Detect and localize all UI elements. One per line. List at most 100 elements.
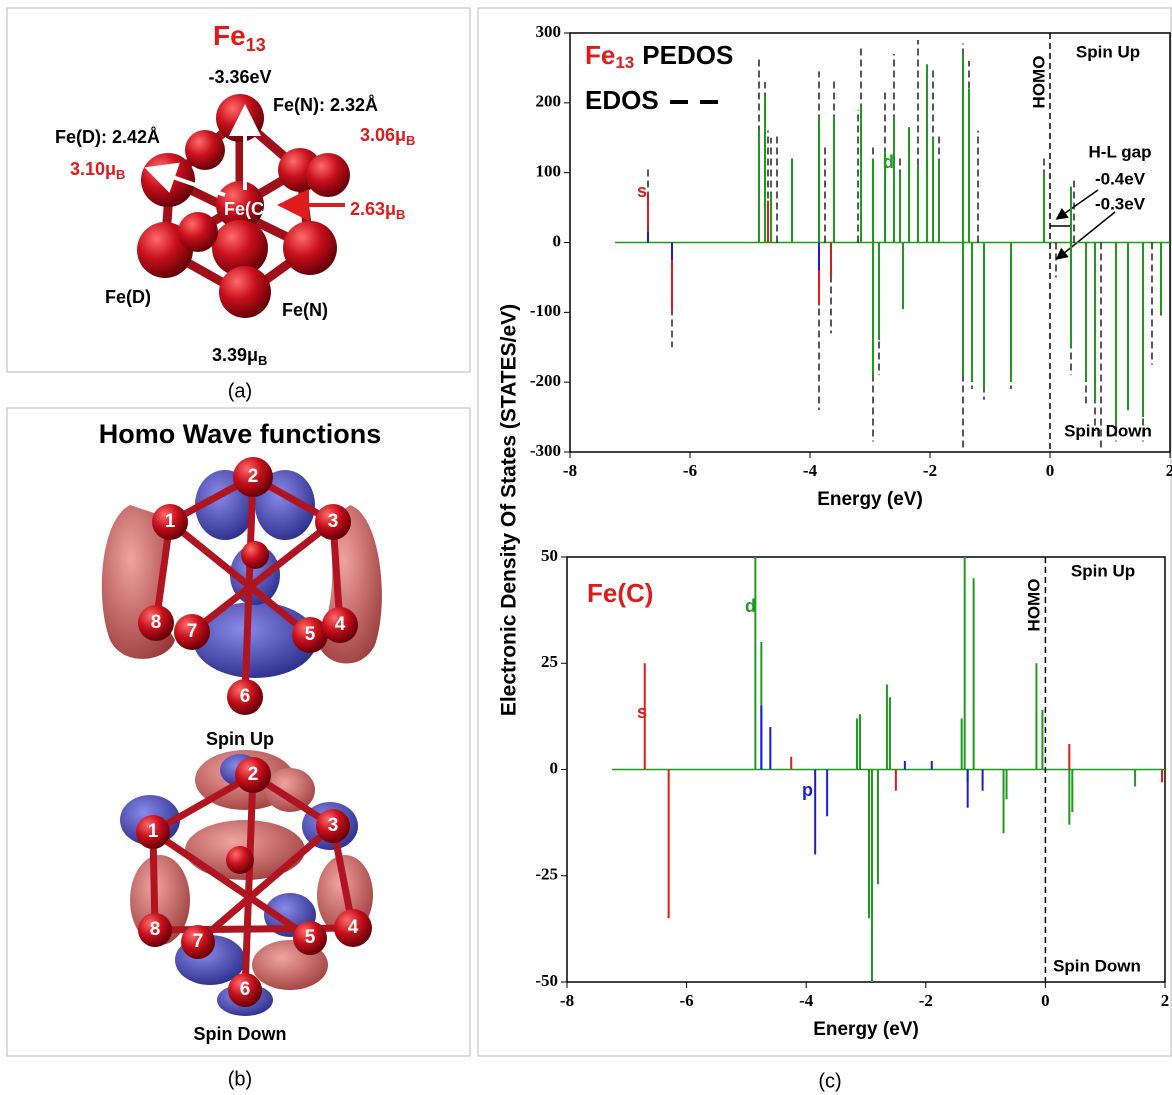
center-label: Fe(C) [224,199,270,219]
x-tick-label: -6 [683,461,697,480]
atom-number: 7 [187,621,198,642]
x-tick-label: -4 [799,991,814,1010]
legend-text: EDOS [585,85,659,115]
site-d: Fe(D) [105,287,151,307]
series-label: d [883,152,894,172]
spin-up-label: Spin Up [206,729,274,749]
atom-number: 4 [335,614,346,635]
annotation: -0.3eV [1095,194,1146,213]
title-sub: 13 [246,35,266,55]
series-label: p [802,780,813,800]
moment-value: 3.10μ [70,159,116,179]
x-tick-label: -6 [680,991,694,1010]
y-tick-label: 0 [550,758,559,777]
bond-d: Fe(D): 2.42Å [55,127,160,147]
chart-title: Fe(C) [587,578,653,608]
panel-borders [6,7,1172,1057]
atom-number: 5 [305,624,316,645]
atom-number: 6 [240,686,251,707]
x-tick-label: -2 [919,991,933,1010]
moment-unit: B [406,133,415,148]
annotation: Spin Down [1064,421,1152,440]
gap-arrows [1050,189,1116,260]
atom-number: 3 [328,815,339,836]
panel-label: (b) [228,1068,252,1090]
moment-value: 3.39μ [212,345,258,365]
y-tick-label: -25 [535,865,558,884]
annotation: HOMO [1029,56,1048,109]
x-tick-label: 0 [1041,991,1050,1010]
y-axis-label: Electronic Density Of States (STATES/eV) [498,304,521,716]
moment-unit: B [258,353,267,368]
moment: 3.39μB [212,345,267,369]
atom-number: 1 [165,511,176,532]
moment: 3.06μB [360,125,415,149]
energy: -3.36eV [208,67,271,87]
annotation: HOMO [1024,579,1043,632]
x-tick-label: -8 [563,461,577,480]
moment-value: 3.06μ [360,125,406,145]
series-label: s [637,181,647,201]
moment-value: 2.63μ [350,199,396,219]
x-tick-label: 2 [1166,461,1172,480]
x-tick-label: 0 [1046,461,1055,480]
spin-down-label: Spin Down [194,1024,287,1044]
atom-number: 2 [248,466,259,487]
annotation: Spin Up [1076,42,1140,61]
series-label: s [637,702,647,722]
title-rest: PEDOS [642,40,733,70]
atom-number: 6 [240,979,251,1000]
atom-number: 5 [305,927,316,948]
moment: 2.63μB [350,199,405,223]
x-tick-label: 2 [1161,991,1170,1010]
bond-n: Fe(N): 2.32Å [273,95,378,115]
cluster-title: Fe13 [213,20,266,54]
x-tick-label: -8 [560,991,574,1010]
title-sub: 13 [615,53,634,72]
y-tick-label: -200 [530,371,561,390]
annotation: Spin Up [1071,561,1135,580]
series-label: d [745,596,756,616]
panel-label: (a) [228,380,252,402]
moment-unit: B [396,207,405,222]
atom-number: 1 [148,821,159,842]
y-tick-label: 200 [536,92,562,111]
title-main: Fe [585,40,615,70]
atoms-a [137,94,350,318]
y-tick-label: -100 [530,301,561,320]
x-axis-label: Energy (eV) [817,489,923,510]
y-tick-label: 0 [553,231,562,250]
title-main: Fe [213,20,246,51]
moment: 3.10μB [70,159,125,183]
atom-number: 4 [348,917,359,938]
atom-number: 8 [151,612,162,633]
y-tick-label: 50 [541,546,558,565]
atom-number: 2 [248,764,259,785]
atom-number: 7 [193,931,204,952]
chart-title: Fe13 PEDOS [585,40,733,73]
atom-number: 8 [150,919,161,940]
moment-unit: B [116,167,125,182]
title-main: Fe(C) [587,578,653,608]
x-axis-label: Energy (eV) [813,1019,919,1040]
y-tick-label: 25 [541,652,558,671]
panel-b-title: Homo Wave functions [99,419,382,449]
annotation: H-L gap [1089,142,1152,161]
arrows-a [144,104,345,221]
panel-label: (c) [818,1070,841,1092]
y-tick-label: 100 [536,162,562,181]
y-tick-label: -50 [535,971,558,990]
y-tick-label: -300 [530,441,561,460]
site-n: Fe(N) [282,300,328,320]
orbital-up [101,457,382,715]
y-tick-label: 300 [536,22,562,41]
annotation: Spin Down [1053,956,1141,975]
x-tick-label: -2 [923,461,937,480]
atom-number: 3 [328,511,339,532]
orbital-down [120,750,373,1016]
x-tick-label: -4 [803,461,818,480]
